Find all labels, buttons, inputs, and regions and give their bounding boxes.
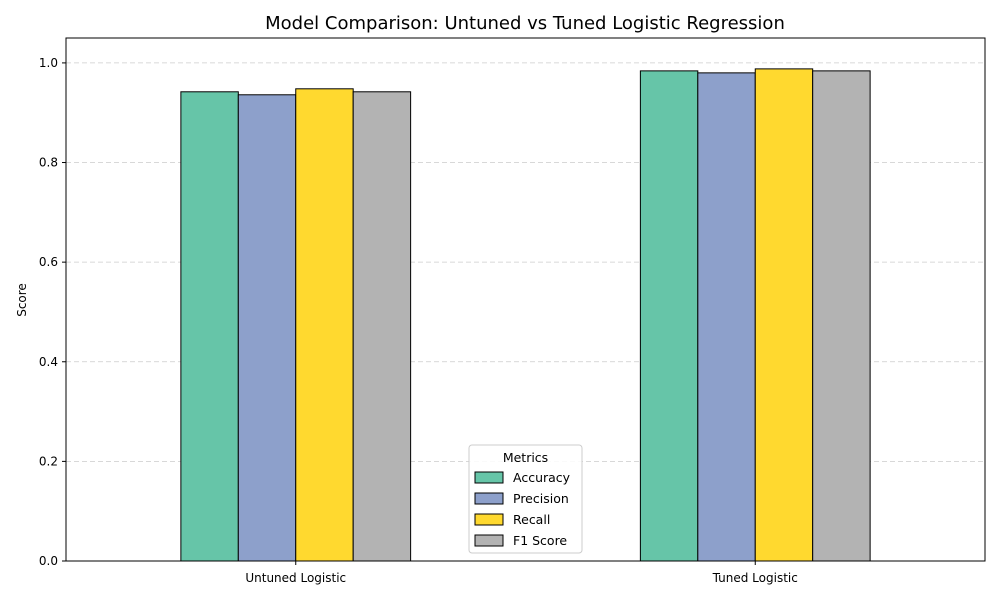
x-tick-label: Untuned Logistic bbox=[245, 571, 346, 585]
y-tick-label: 0.4 bbox=[39, 355, 58, 369]
y-axis-label: Score bbox=[15, 283, 29, 317]
y-axis-ticks: 0.0 0.2 0.4 0.6 0.8 1.0 bbox=[39, 56, 66, 568]
bar-f1-score-untuned-logistic bbox=[352, 91, 412, 562]
bar-accuracy-tuned-logistic bbox=[639, 70, 699, 562]
x-axis-ticks: Untuned Logistic Tuned Logistic bbox=[245, 561, 798, 585]
bars bbox=[180, 68, 871, 562]
x-tick-label: Tuned Logistic bbox=[712, 571, 798, 585]
legend-label-recall: Recall bbox=[513, 512, 550, 527]
bar-accuracy-untuned-logistic bbox=[180, 91, 239, 562]
y-tick-label: 0.6 bbox=[39, 255, 58, 269]
plot-area-frame bbox=[65, 37, 986, 562]
y-tick-label: 0.0 bbox=[39, 554, 58, 568]
chart-title: Model Comparison: Untuned vs Tuned Logis… bbox=[265, 13, 785, 34]
legend-title: Metrics bbox=[503, 450, 548, 465]
bar-f1-score-tuned-logistic bbox=[812, 70, 871, 562]
y-tick-label: 0.2 bbox=[39, 454, 58, 468]
legend-label-f1-score: F1 Score bbox=[513, 533, 567, 548]
bar-precision-untuned-logistic bbox=[237, 94, 297, 562]
legend-swatch-accuracy bbox=[474, 471, 504, 484]
bar-precision-tuned-logistic bbox=[697, 72, 756, 562]
bar-recall-untuned-logistic bbox=[295, 88, 354, 562]
legend-label-accuracy: Accuracy bbox=[513, 470, 571, 485]
legend-swatch-precision bbox=[474, 492, 504, 505]
y-tick-label: 0.8 bbox=[39, 156, 58, 170]
legend-label-precision: Precision bbox=[513, 491, 569, 506]
y-tick-label: 1.0 bbox=[39, 56, 58, 70]
legend-swatch-recall bbox=[474, 513, 504, 526]
legend: Metrics Accuracy Precision Recall F1 Score bbox=[468, 444, 583, 554]
bar-recall-tuned-logistic bbox=[754, 68, 814, 562]
legend-swatch-f1-score bbox=[474, 534, 504, 547]
